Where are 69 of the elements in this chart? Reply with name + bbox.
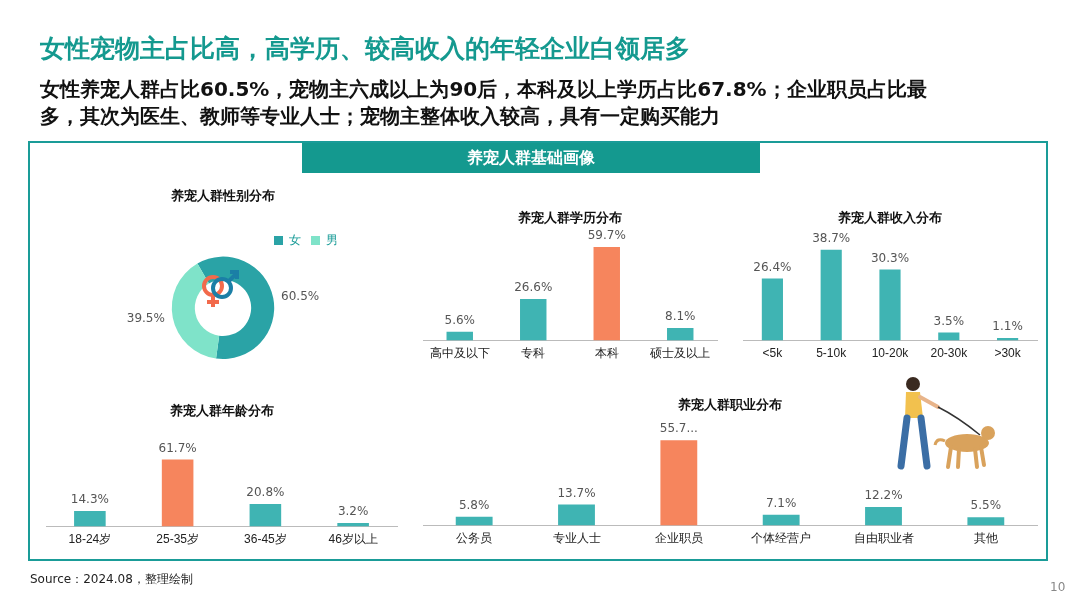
data-label: 1.1% <box>992 319 1023 334</box>
x-tick-label: 公务员 <box>456 531 493 546</box>
legend-label: 女 <box>289 232 301 247</box>
data-label: 5.6% <box>444 312 475 327</box>
x-tick-label: 企业职员 <box>654 531 703 546</box>
data-label: 3.2% <box>337 504 369 519</box>
data-label: 59.7% <box>587 228 626 243</box>
text: 女性养宠人群占比60.5%，宠物主六成以上为90后，本科及以上学历占比67.8%；企业职员占比最多，其次为医生、教师等专业人士；宠物主整体收入较高，具有一定购买能力 <box>40 76 928 130</box>
chart-title: 养宠人群职业分布 <box>677 397 782 413</box>
bar <box>820 249 842 341</box>
data-label: 8.1% <box>665 309 696 324</box>
x-tick-label: 20-30k <box>930 346 969 361</box>
chart-title: 养宠人群收入分布 <box>837 210 942 226</box>
x-tick-label: 5-10k <box>816 346 848 361</box>
bar <box>74 511 106 527</box>
text: 10 <box>1050 580 1066 594</box>
data-label: 38.7% <box>812 230 851 245</box>
data-label: 3.5% <box>933 313 965 328</box>
bar <box>938 332 960 341</box>
chart-title: 养宠人群性别分布 <box>170 188 275 204</box>
bar <box>446 331 473 341</box>
x-tick-label: 其他 <box>973 531 998 546</box>
x-tick-label: 自由职业者 <box>853 531 914 546</box>
chart-title: 养宠人群学历分布 <box>517 210 622 226</box>
x-tick-label: 专科 <box>521 346 546 361</box>
bar <box>660 440 698 526</box>
bar <box>879 269 901 341</box>
data-label: 60.5% <box>281 288 320 303</box>
source-note: Source：2024.08，整理绘制 <box>30 571 193 588</box>
data-label: 5.8% <box>458 497 490 512</box>
data-label: 13.7% <box>557 485 596 500</box>
text: 女性宠物主占比高，高学历、较高收入的年轻企业白领居多 <box>40 33 690 65</box>
x-tick-label: 专业人士 <box>552 531 601 546</box>
data-label: 12.2% <box>864 488 903 503</box>
x-tick-label: 硕士及以上 <box>649 346 711 361</box>
data-label: 26.4% <box>753 259 792 274</box>
bar <box>967 517 1005 526</box>
bar <box>161 459 194 527</box>
data-label: 55.7... <box>659 421 698 436</box>
bar <box>558 504 595 526</box>
bar <box>865 506 902 526</box>
bar <box>455 516 493 526</box>
data-label: 7.1% <box>765 495 797 510</box>
x-tick-label: <5k <box>762 346 784 361</box>
x-tick-label: >30k <box>994 346 1022 361</box>
bar <box>667 327 694 341</box>
data-label: 39.5% <box>126 311 165 326</box>
chart-title: 养宠人群年龄分布 <box>168 403 274 419</box>
data-label: 20.8% <box>246 485 285 500</box>
text: 养宠人群基础画像 <box>302 143 760 173</box>
x-tick-label: 10-20k <box>871 346 910 361</box>
x-tick-label: 36-45岁 <box>244 532 287 547</box>
x-tick-label: 18-24岁 <box>68 532 112 547</box>
x-tick-label: 46岁以上 <box>328 532 378 547</box>
legend-label: 男 <box>326 232 338 247</box>
data-label: 5.5% <box>970 498 1002 513</box>
x-tick-label: 25-35岁 <box>156 532 199 547</box>
bar <box>520 298 547 341</box>
data-label: 14.3% <box>70 492 109 507</box>
bar <box>761 278 783 341</box>
bar <box>762 514 800 526</box>
bar <box>593 247 620 341</box>
bar <box>249 503 282 527</box>
x-tick-label: 个体经营户 <box>751 531 812 546</box>
data-label: 30.3% <box>870 250 910 265</box>
data-label: 26.6% <box>514 280 553 295</box>
data-label: 61.7% <box>158 440 197 455</box>
x-tick-label: 高中及以下 <box>429 346 490 361</box>
x-tick-label: 本科 <box>594 346 619 361</box>
